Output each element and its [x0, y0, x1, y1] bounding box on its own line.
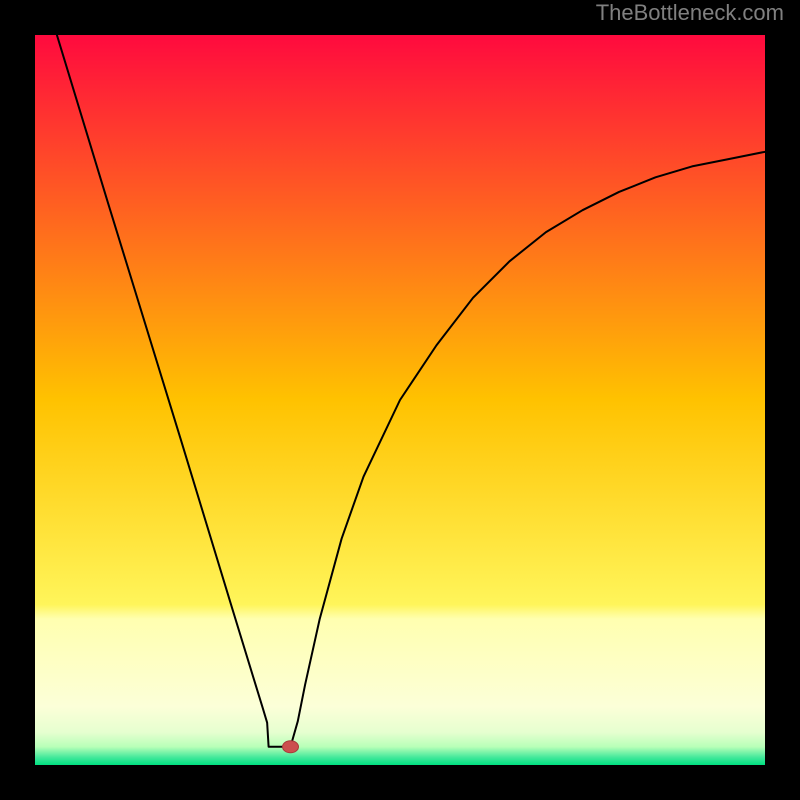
chart-container: TheBottleneck.com [0, 0, 800, 800]
bottleneck-curve [57, 35, 765, 747]
bottleneck-curve-chart [35, 35, 765, 765]
watermark-text: TheBottleneck.com [596, 0, 784, 26]
optimal-marker-dot [283, 741, 299, 753]
